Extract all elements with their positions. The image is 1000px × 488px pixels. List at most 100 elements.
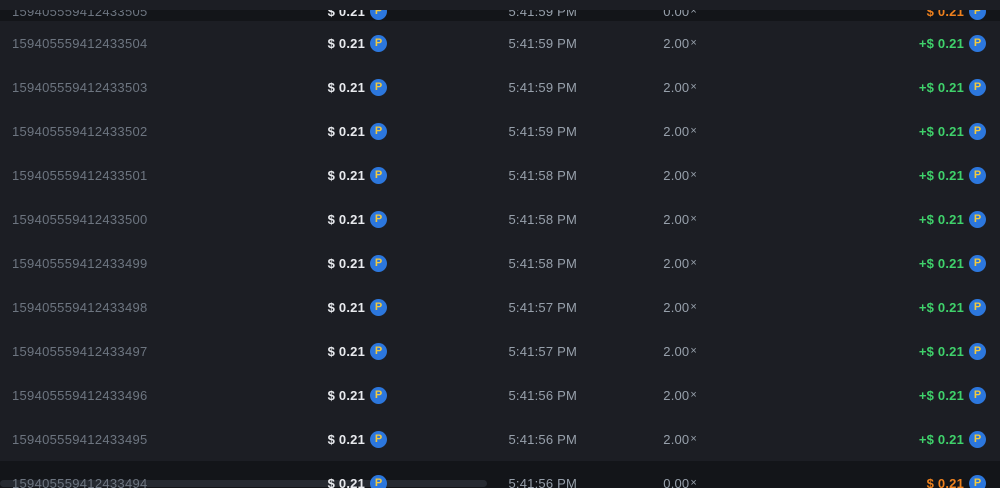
bet-id: 159405559412433504 xyxy=(12,35,148,51)
bet-multiplier: 2.00 × xyxy=(577,301,697,314)
bet-time: 5:41:58 PM xyxy=(508,167,577,183)
multiplier-value: 2.00 xyxy=(663,167,690,183)
bet-payout: +$ 0.21 P xyxy=(697,166,986,184)
coin-icon: P xyxy=(969,122,986,140)
multiplier-value: 0.00 xyxy=(663,475,690,488)
bet-amount-value: $ 0.21 xyxy=(327,343,365,359)
bet-amount: $ 0.21 P xyxy=(230,122,387,140)
bet-row[interactable]: 159405559412433500 $ 0.21 P 5:41:58 PM 2.00 ×… xyxy=(0,197,1000,241)
bet-row[interactable]: 159405559412433495 $ 0.21 P 5:41:56 PM 2.00 ×… xyxy=(0,417,1000,461)
multiplier-value: 2.00 xyxy=(663,431,690,447)
bet-row-content: 159405559412433495 $ 0.21 P 5:41:56 PM 2.00 ×… xyxy=(0,417,1000,461)
bet-amount: $ 0.21 P xyxy=(230,386,387,404)
multiplier-x-symbol: × xyxy=(690,388,697,401)
multiplier-x-symbol: × xyxy=(690,124,697,137)
coin-icon: P xyxy=(370,474,387,488)
bet-row-content: 159405559412433498 $ 0.21 P 5:41:57 PM 2.00 ×… xyxy=(0,285,1000,329)
bet-id: 159405559412433496 xyxy=(12,387,148,403)
bet-payout: +$ 0.21 P xyxy=(697,78,986,96)
multiplier-x-symbol: × xyxy=(690,432,697,445)
bet-amount: $ 0.21 P xyxy=(230,474,387,488)
bet-multiplier: 2.00 × xyxy=(577,433,697,446)
bet-multiplier: 0.00 × xyxy=(577,10,697,18)
bet-row[interactable]: 159405559412433505 $ 0.21 P 5:41:59 PM 0.00 ×… xyxy=(0,10,1000,21)
bet-multiplier: 2.00 × xyxy=(577,169,697,182)
bet-time: 5:41:59 PM xyxy=(508,10,577,19)
bet-id: 159405559412433495 xyxy=(12,431,148,447)
coin-icon: P xyxy=(370,78,387,96)
payout-value: +$ 0.21 xyxy=(918,79,964,95)
multiplier-value: 2.00 xyxy=(663,123,690,139)
bet-multiplier: 2.00 × xyxy=(577,37,697,50)
bet-time: 5:41:56 PM xyxy=(508,387,577,403)
bet-row-content: 159405559412433496 $ 0.21 P 5:41:56 PM 2.00 ×… xyxy=(0,373,1000,417)
coin-icon: P xyxy=(969,386,986,404)
coin-icon: P xyxy=(969,430,986,448)
bet-row[interactable]: 159405559412433502 $ 0.21 P 5:41:59 PM 2.00 ×… xyxy=(0,109,1000,153)
bet-row[interactable]: 159405559412433494 $ 0.21 P 5:41:56 PM 0.00 ×… xyxy=(0,461,1000,488)
bet-amount-value: $ 0.21 xyxy=(327,35,365,51)
bet-row-content: 159405559412433500 $ 0.21 P 5:41:58 PM 2.00 ×… xyxy=(0,197,1000,241)
bet-amount: $ 0.21 P xyxy=(230,430,387,448)
payout-value: +$ 0.21 xyxy=(918,431,964,447)
scrollbar-thumb[interactable] xyxy=(0,480,487,487)
coin-icon: P xyxy=(969,474,986,488)
bet-amount-value: $ 0.21 xyxy=(327,211,365,227)
bet-payout: +$ 0.21 P xyxy=(697,210,986,228)
bet-row[interactable]: 159405559412433501 $ 0.21 P 5:41:58 PM 2.00 ×… xyxy=(0,153,1000,197)
multiplier-value: 0.00 xyxy=(663,10,690,19)
multiplier-x-symbol: × xyxy=(690,168,697,181)
payout-value: $ 0.21 xyxy=(926,10,964,19)
payout-value: +$ 0.21 xyxy=(918,255,964,271)
bet-amount-value: $ 0.21 xyxy=(327,10,365,19)
coin-icon: P xyxy=(370,342,387,360)
bet-row[interactable]: 159405559412433504 $ 0.21 P 5:41:59 PM 2.00 ×… xyxy=(0,21,1000,65)
multiplier-value: 2.00 xyxy=(663,211,690,227)
multiplier-x-symbol: × xyxy=(690,344,697,357)
bet-time: 5:41:56 PM xyxy=(508,475,577,488)
bet-id: 159405559412433494 xyxy=(12,475,148,488)
bet-row[interactable]: 159405559412433499 $ 0.21 P 5:41:58 PM 2.00 ×… xyxy=(0,241,1000,285)
bet-time: 5:41:59 PM xyxy=(508,123,577,139)
horizontal-scrollbar[interactable] xyxy=(0,480,1000,488)
payout-value: +$ 0.21 xyxy=(918,343,964,359)
bet-row-content: 159405559412433494 $ 0.21 P 5:41:56 PM 0.00 ×… xyxy=(0,461,1000,488)
bet-amount: $ 0.21 P xyxy=(230,210,387,228)
bet-amount: $ 0.21 P xyxy=(230,298,387,316)
multiplier-value: 2.00 xyxy=(663,35,690,51)
bet-multiplier: 0.00 × xyxy=(577,477,697,488)
bet-payout: $ 0.21 P xyxy=(697,474,986,488)
bet-row[interactable]: 159405559412433503 $ 0.21 P 5:41:59 PM 2.00 ×… xyxy=(0,65,1000,109)
bet-row-content: 159405559412433502 $ 0.21 P 5:41:59 PM 2.00 ×… xyxy=(0,109,1000,153)
bet-amount-value: $ 0.21 xyxy=(327,299,365,315)
bet-amount-value: $ 0.21 xyxy=(327,123,365,139)
bet-time: 5:41:57 PM xyxy=(508,343,577,359)
bet-payout: +$ 0.21 P xyxy=(697,122,986,140)
bet-time: 5:41:58 PM xyxy=(508,211,577,227)
coin-icon: P xyxy=(370,10,387,20)
bet-row-content: 159405559412433501 $ 0.21 P 5:41:58 PM 2.00 ×… xyxy=(0,153,1000,197)
bet-row[interactable]: 159405559412433498 $ 0.21 P 5:41:57 PM 2.00 ×… xyxy=(0,285,1000,329)
bet-multiplier: 2.00 × xyxy=(577,213,697,226)
bet-row[interactable]: 159405559412433497 $ 0.21 P 5:41:57 PM 2.00 ×… xyxy=(0,329,1000,373)
bet-amount-value: $ 0.21 xyxy=(327,387,365,403)
bet-time: 5:41:58 PM xyxy=(508,255,577,271)
payout-value: +$ 0.21 xyxy=(918,211,964,227)
bet-time: 5:41:59 PM xyxy=(508,35,577,51)
bet-id: 159405559412433503 xyxy=(12,79,148,95)
bet-row[interactable]: 159405559412433496 $ 0.21 P 5:41:56 PM 2.00 ×… xyxy=(0,373,1000,417)
payout-value: $ 0.21 xyxy=(926,475,964,488)
bet-amount-value: $ 0.21 xyxy=(327,167,365,183)
multiplier-x-symbol: × xyxy=(690,36,697,49)
bet-multiplier: 2.00 × xyxy=(577,81,697,94)
bet-id: 159405559412433502 xyxy=(12,123,148,139)
bet-amount: $ 0.21 P xyxy=(230,342,387,360)
coin-icon: P xyxy=(370,298,387,316)
bet-amount-value: $ 0.21 xyxy=(327,431,365,447)
bet-row-content: 159405559412433499 $ 0.21 P 5:41:58 PM 2.00 ×… xyxy=(0,241,1000,285)
coin-icon: P xyxy=(370,34,387,52)
multiplier-x-symbol: × xyxy=(690,10,697,17)
coin-icon: P xyxy=(969,210,986,228)
bet-multiplier: 2.00 × xyxy=(577,345,697,358)
